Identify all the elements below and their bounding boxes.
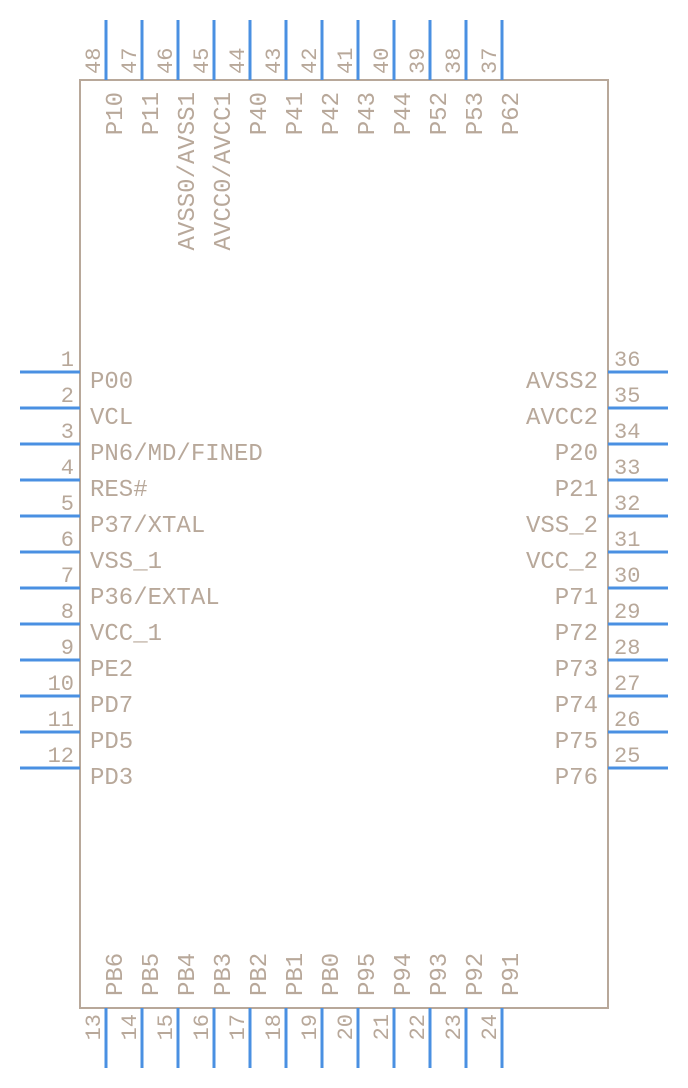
pin-label: VCC_1 xyxy=(90,621,162,648)
pin-number: 47 xyxy=(118,48,143,74)
pin-label: P95 xyxy=(355,953,382,996)
pin-number: 8 xyxy=(61,600,74,625)
pin-label: AVCC2 xyxy=(526,405,598,432)
pin-label: P20 xyxy=(555,441,598,468)
pin-label: P00 xyxy=(90,369,133,396)
pin-number: 18 xyxy=(262,1014,287,1040)
pin-label: P93 xyxy=(427,953,454,996)
pin-label: PB1 xyxy=(283,953,310,996)
pin-label: P92 xyxy=(463,953,490,996)
pin-number: 20 xyxy=(334,1014,359,1040)
pin-number: 44 xyxy=(226,48,251,74)
pin-label: P11 xyxy=(139,92,166,135)
pin-label: P43 xyxy=(355,92,382,135)
pin-label: P52 xyxy=(427,92,454,135)
pin-number: 16 xyxy=(190,1014,215,1040)
pin-label: P10 xyxy=(103,92,130,135)
pin-number: 9 xyxy=(61,636,74,661)
pin-number: 23 xyxy=(442,1014,467,1040)
pin-label: P36/EXTAL xyxy=(90,585,220,612)
pin-number: 32 xyxy=(614,492,640,517)
chip-pinout-diagram: 1 P00 2 VCL 3 PN6/MD/FINED 4 RES# 5 P37/XTAL 6 VSS_… xyxy=(0,0,688,1088)
pin-label: PB0 xyxy=(319,953,346,996)
pin-number: 46 xyxy=(154,48,179,74)
pin-number: 48 xyxy=(82,48,107,74)
pin-label: PE2 xyxy=(90,657,133,684)
pin-number: 12 xyxy=(48,744,74,769)
pin-number: 25 xyxy=(614,744,640,769)
pin-label: P53 xyxy=(463,92,490,135)
pin-number: 30 xyxy=(614,564,640,589)
pin-label: PB3 xyxy=(211,953,238,996)
pin-number: 37 xyxy=(478,48,503,74)
pin-number: 1 xyxy=(61,348,74,373)
pin-label: P62 xyxy=(499,92,526,135)
pin-label: PB5 xyxy=(139,953,166,996)
pin-label: AVSS0/AVSS1 xyxy=(175,92,202,250)
pin-number: 38 xyxy=(442,48,467,74)
pin-number: 6 xyxy=(61,528,74,553)
pin-number: 5 xyxy=(61,492,74,517)
pin-number: 24 xyxy=(478,1014,503,1040)
pin-label: PB2 xyxy=(247,953,274,996)
pin-label: PD7 xyxy=(90,693,133,720)
pin-number: 19 xyxy=(298,1014,323,1040)
pin-label: P42 xyxy=(319,92,346,135)
pin-number: 21 xyxy=(370,1014,395,1040)
pin-number: 43 xyxy=(262,48,287,74)
pin-label: P72 xyxy=(555,621,598,648)
pin-label: AVSS2 xyxy=(526,369,598,396)
pin-label: PD5 xyxy=(90,729,133,756)
pin-label: P76 xyxy=(555,765,598,792)
pin-label: P74 xyxy=(555,693,598,720)
pin-number: 7 xyxy=(61,564,74,589)
pin-label: VSS_2 xyxy=(526,513,598,540)
pin-number: 33 xyxy=(614,456,640,481)
pin-number: 36 xyxy=(614,348,640,373)
pin-number: 15 xyxy=(154,1014,179,1040)
pin-number: 31 xyxy=(614,528,640,553)
pin-label: P91 xyxy=(499,953,526,996)
pin-label: PB4 xyxy=(175,953,202,996)
pin-label: P21 xyxy=(555,477,598,504)
pin-number: 41 xyxy=(334,48,359,74)
pin-label: VCL xyxy=(90,405,133,432)
pin-number: 2 xyxy=(61,384,74,409)
pin-label: PD3 xyxy=(90,765,133,792)
pin-label: P73 xyxy=(555,657,598,684)
pin-number: 22 xyxy=(406,1014,431,1040)
pin-number: 13 xyxy=(82,1014,107,1040)
pin-number: 39 xyxy=(406,48,431,74)
pin-number: 10 xyxy=(48,672,74,697)
pin-label: P40 xyxy=(247,92,274,135)
pin-number: 29 xyxy=(614,600,640,625)
chip-body xyxy=(80,80,608,1008)
pin-number: 4 xyxy=(61,456,74,481)
pin-label: P71 xyxy=(555,585,598,612)
pin-number: 14 xyxy=(118,1014,143,1040)
pin-label: PN6/MD/FINED xyxy=(90,441,263,468)
pin-number: 17 xyxy=(226,1014,251,1040)
pin-label: VSS_1 xyxy=(90,549,162,576)
pin-number: 28 xyxy=(614,636,640,661)
pin-number: 40 xyxy=(370,48,395,74)
pin-number: 11 xyxy=(48,708,74,733)
pin-label: AVCC0/AVCC1 xyxy=(211,92,238,250)
pin-number: 42 xyxy=(298,48,323,74)
pin-label: PB6 xyxy=(103,953,130,996)
pin-number: 3 xyxy=(61,420,74,445)
pin-number: 45 xyxy=(190,48,215,74)
pin-number: 34 xyxy=(614,420,640,445)
pin-label: VCC_2 xyxy=(526,549,598,576)
pin-label: P75 xyxy=(555,729,598,756)
pin-label: RES# xyxy=(90,477,148,504)
pin-number: 35 xyxy=(614,384,640,409)
pin-label: P44 xyxy=(391,92,418,135)
pin-label: P37/XTAL xyxy=(90,513,205,540)
pin-label: P94 xyxy=(391,953,418,996)
pin-number: 26 xyxy=(614,708,640,733)
pin-label: P41 xyxy=(283,92,310,135)
pin-number: 27 xyxy=(614,672,640,697)
